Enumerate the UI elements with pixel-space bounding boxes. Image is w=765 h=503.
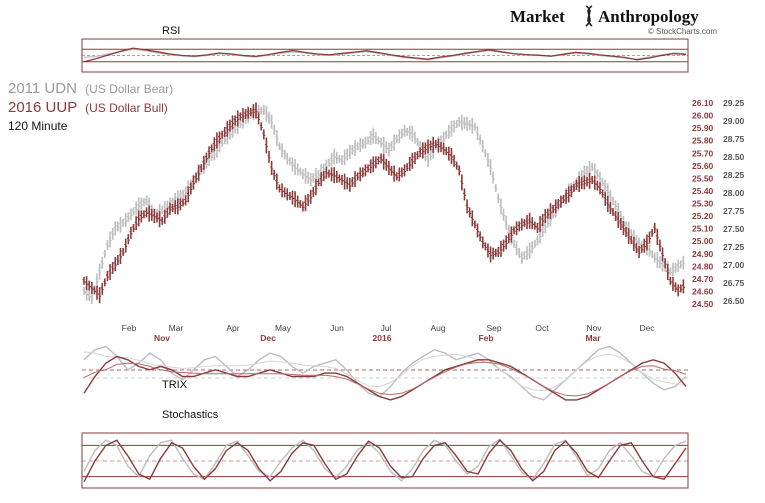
udn-month-label: May: [275, 323, 292, 333]
uup-price-axis: 26.10 26.00 25.90 25.80 25.70 25.60 25.50 25.40…: [692, 98, 714, 309]
dna-helix-icon: [585, 5, 593, 27]
uup-axis-tick: 25.60: [692, 161, 714, 171]
uup-axis-tick: 25.70: [692, 148, 714, 158]
uup-price-bars: [82, 102, 685, 304]
uup-axis-tick: 24.90: [692, 249, 714, 259]
uup-axis-tick: 25.80: [692, 136, 714, 146]
stockcharts-credit: © StockCharts.com: [648, 27, 717, 36]
svg-text:2016 UUP (US Dollar Bull: 2016 UUP (US Dollar Bull): [8, 99, 168, 116]
udn-month-label: Apr: [226, 323, 239, 333]
udn-axis-tick: 26.75: [723, 278, 745, 288]
udn-month-label: Nov: [586, 323, 602, 333]
trix-uup-line: [83, 355, 687, 401]
udn-axis-tick: 28.00: [723, 188, 745, 198]
legend-timeframe: 120 Minute: [8, 119, 68, 133]
uup-axis-tick: 25.40: [692, 186, 714, 196]
udn-axis-tick: 27.75: [723, 206, 745, 216]
brand-name-right: Anthropology: [598, 7, 699, 26]
uup-axis-tick: 24.80: [692, 261, 714, 271]
uup-axis-tick: 25.00: [692, 236, 714, 246]
legend-udn-sub: (US Dollar Bear): [85, 82, 173, 96]
uup-month-label: 2016: [373, 333, 392, 343]
rsi-panel: RSI: [81, 25, 689, 73]
stochastics-label: Stochastics: [162, 409, 219, 421]
legend: 2011 UDN (US Dollar Bear) 2016 UUP (US D…: [8, 80, 173, 133]
udn-axis-tick: 26.50: [723, 296, 745, 306]
stochastics-uup-line: [83, 439, 687, 483]
trix-udn-signal-line: [83, 351, 687, 392]
udn-month-axis: Feb Mar Apr May Jun Jul Aug Sep Oct Nov Dec: [122, 323, 656, 333]
stochastics-udn-line: [83, 438, 687, 482]
uup-axis-tick: 24.70: [692, 274, 714, 284]
legend-udn-label: 2011 UDN: [8, 80, 77, 97]
uup-month-label: Nov: [154, 333, 170, 343]
udn-month-label: Oct: [535, 323, 549, 333]
price-panel: 26.10 26.00 25.90 25.80 25.70 25.60 25.50 25.40…: [82, 98, 745, 343]
trix-label: TRIX: [162, 379, 188, 391]
uup-axis-tick: 25.20: [692, 211, 714, 221]
legend-uup-label: 2016 UUP: [8, 99, 77, 116]
udn-axis-tick: 27.00: [723, 260, 745, 270]
uup-axis-tick: 25.30: [692, 199, 714, 209]
uup-axis-tick: 25.10: [692, 224, 714, 234]
trix-panel: TRIX: [82, 345, 690, 401]
udn-axis-tick: 27.25: [723, 242, 745, 252]
rsi-label: RSI: [162, 25, 180, 37]
udn-axis-tick: 29.00: [723, 116, 745, 126]
uup-axis-tick: 24.50: [692, 299, 714, 309]
udn-axis-tick: 28.25: [723, 170, 745, 180]
udn-axis-tick: 28.50: [723, 152, 745, 162]
uup-axis-tick: 24.60: [692, 286, 714, 296]
trix-udn-line: [83, 345, 687, 401]
uup-axis-tick: 26.10: [692, 98, 714, 108]
udn-month-label: Feb: [122, 323, 137, 333]
rsi-uup-line: [83, 47, 687, 63]
uup-month-label: Mar: [585, 333, 601, 343]
brand-name-left: Market: [510, 7, 565, 26]
uup-axis-tick: 25.50: [692, 173, 714, 183]
trix-uup-signal-line: [83, 361, 687, 397]
udn-price-bars: [82, 103, 685, 305]
udn-month-label: Mar: [169, 323, 184, 333]
udn-month-label: Dec: [639, 323, 655, 333]
udn-month-label: Jul: [381, 323, 392, 333]
legend-uup-sub: (US Dollar Bull): [85, 101, 168, 115]
uup-month-label: Feb: [478, 333, 493, 343]
udn-price-axis: 29.25 29.00 28.75 28.50 28.25 28.00 27.75 27.50…: [723, 98, 745, 306]
udn-month-label: Jun: [330, 323, 344, 333]
uup-month-label: Dec: [260, 333, 276, 343]
udn-axis-tick: 27.50: [723, 224, 745, 234]
svg-text:2011 UDN (US Dollar Bear: 2011 UDN (US Dollar Bear): [8, 80, 173, 97]
udn-month-label: Sep: [486, 323, 501, 333]
uup-axis-tick: 25.90: [692, 123, 714, 133]
udn-axis-tick: 29.25: [723, 98, 745, 108]
udn-month-label: Aug: [430, 323, 445, 333]
stochastics-panel: Stochastics: [81, 409, 689, 489]
uup-month-axis: Nov Dec 2016 Feb Mar: [154, 333, 601, 343]
udn-axis-tick: 28.75: [723, 134, 745, 144]
uup-axis-tick: 26.00: [692, 111, 714, 121]
